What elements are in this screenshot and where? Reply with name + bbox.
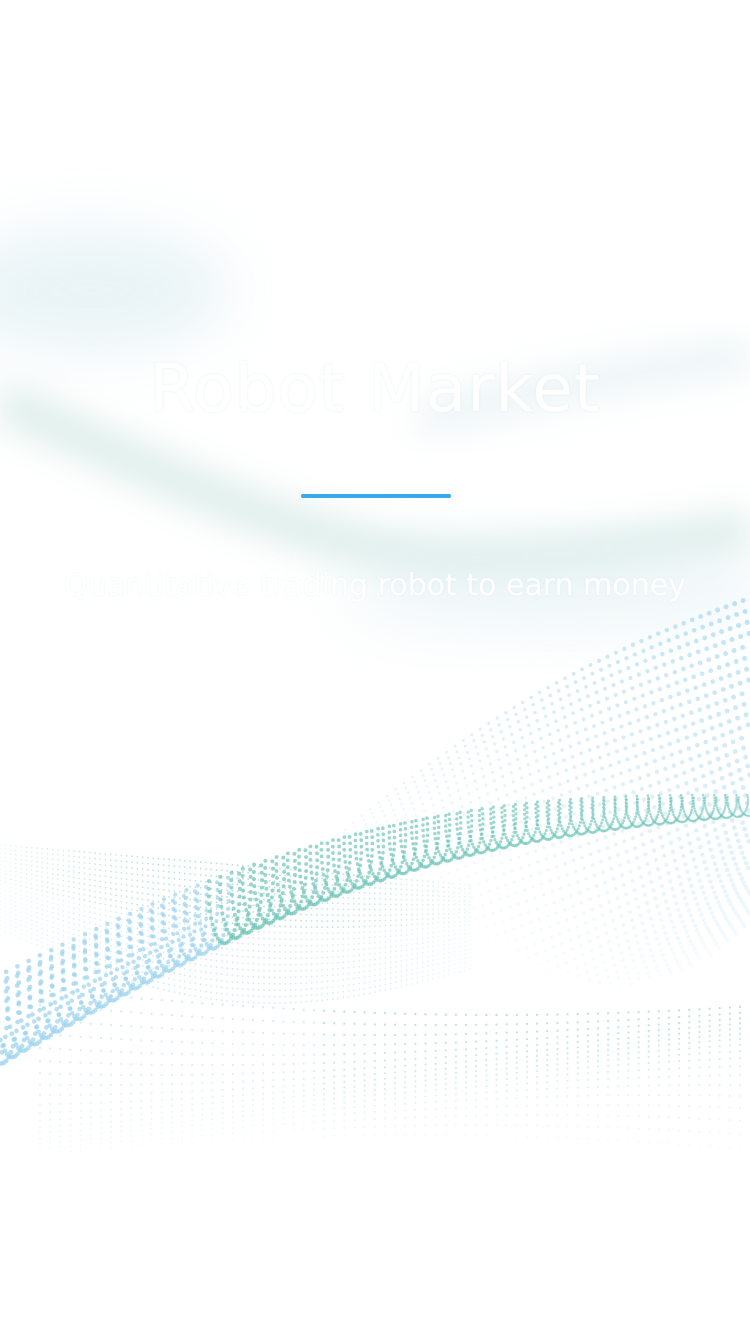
dotted-wave	[0, 597, 750, 1155]
title-underline	[301, 494, 451, 498]
mist-streaks	[0, 230, 750, 630]
page-title: Robot Market	[149, 350, 601, 427]
tagline: Quantitative trading robot to earn money	[64, 568, 686, 603]
